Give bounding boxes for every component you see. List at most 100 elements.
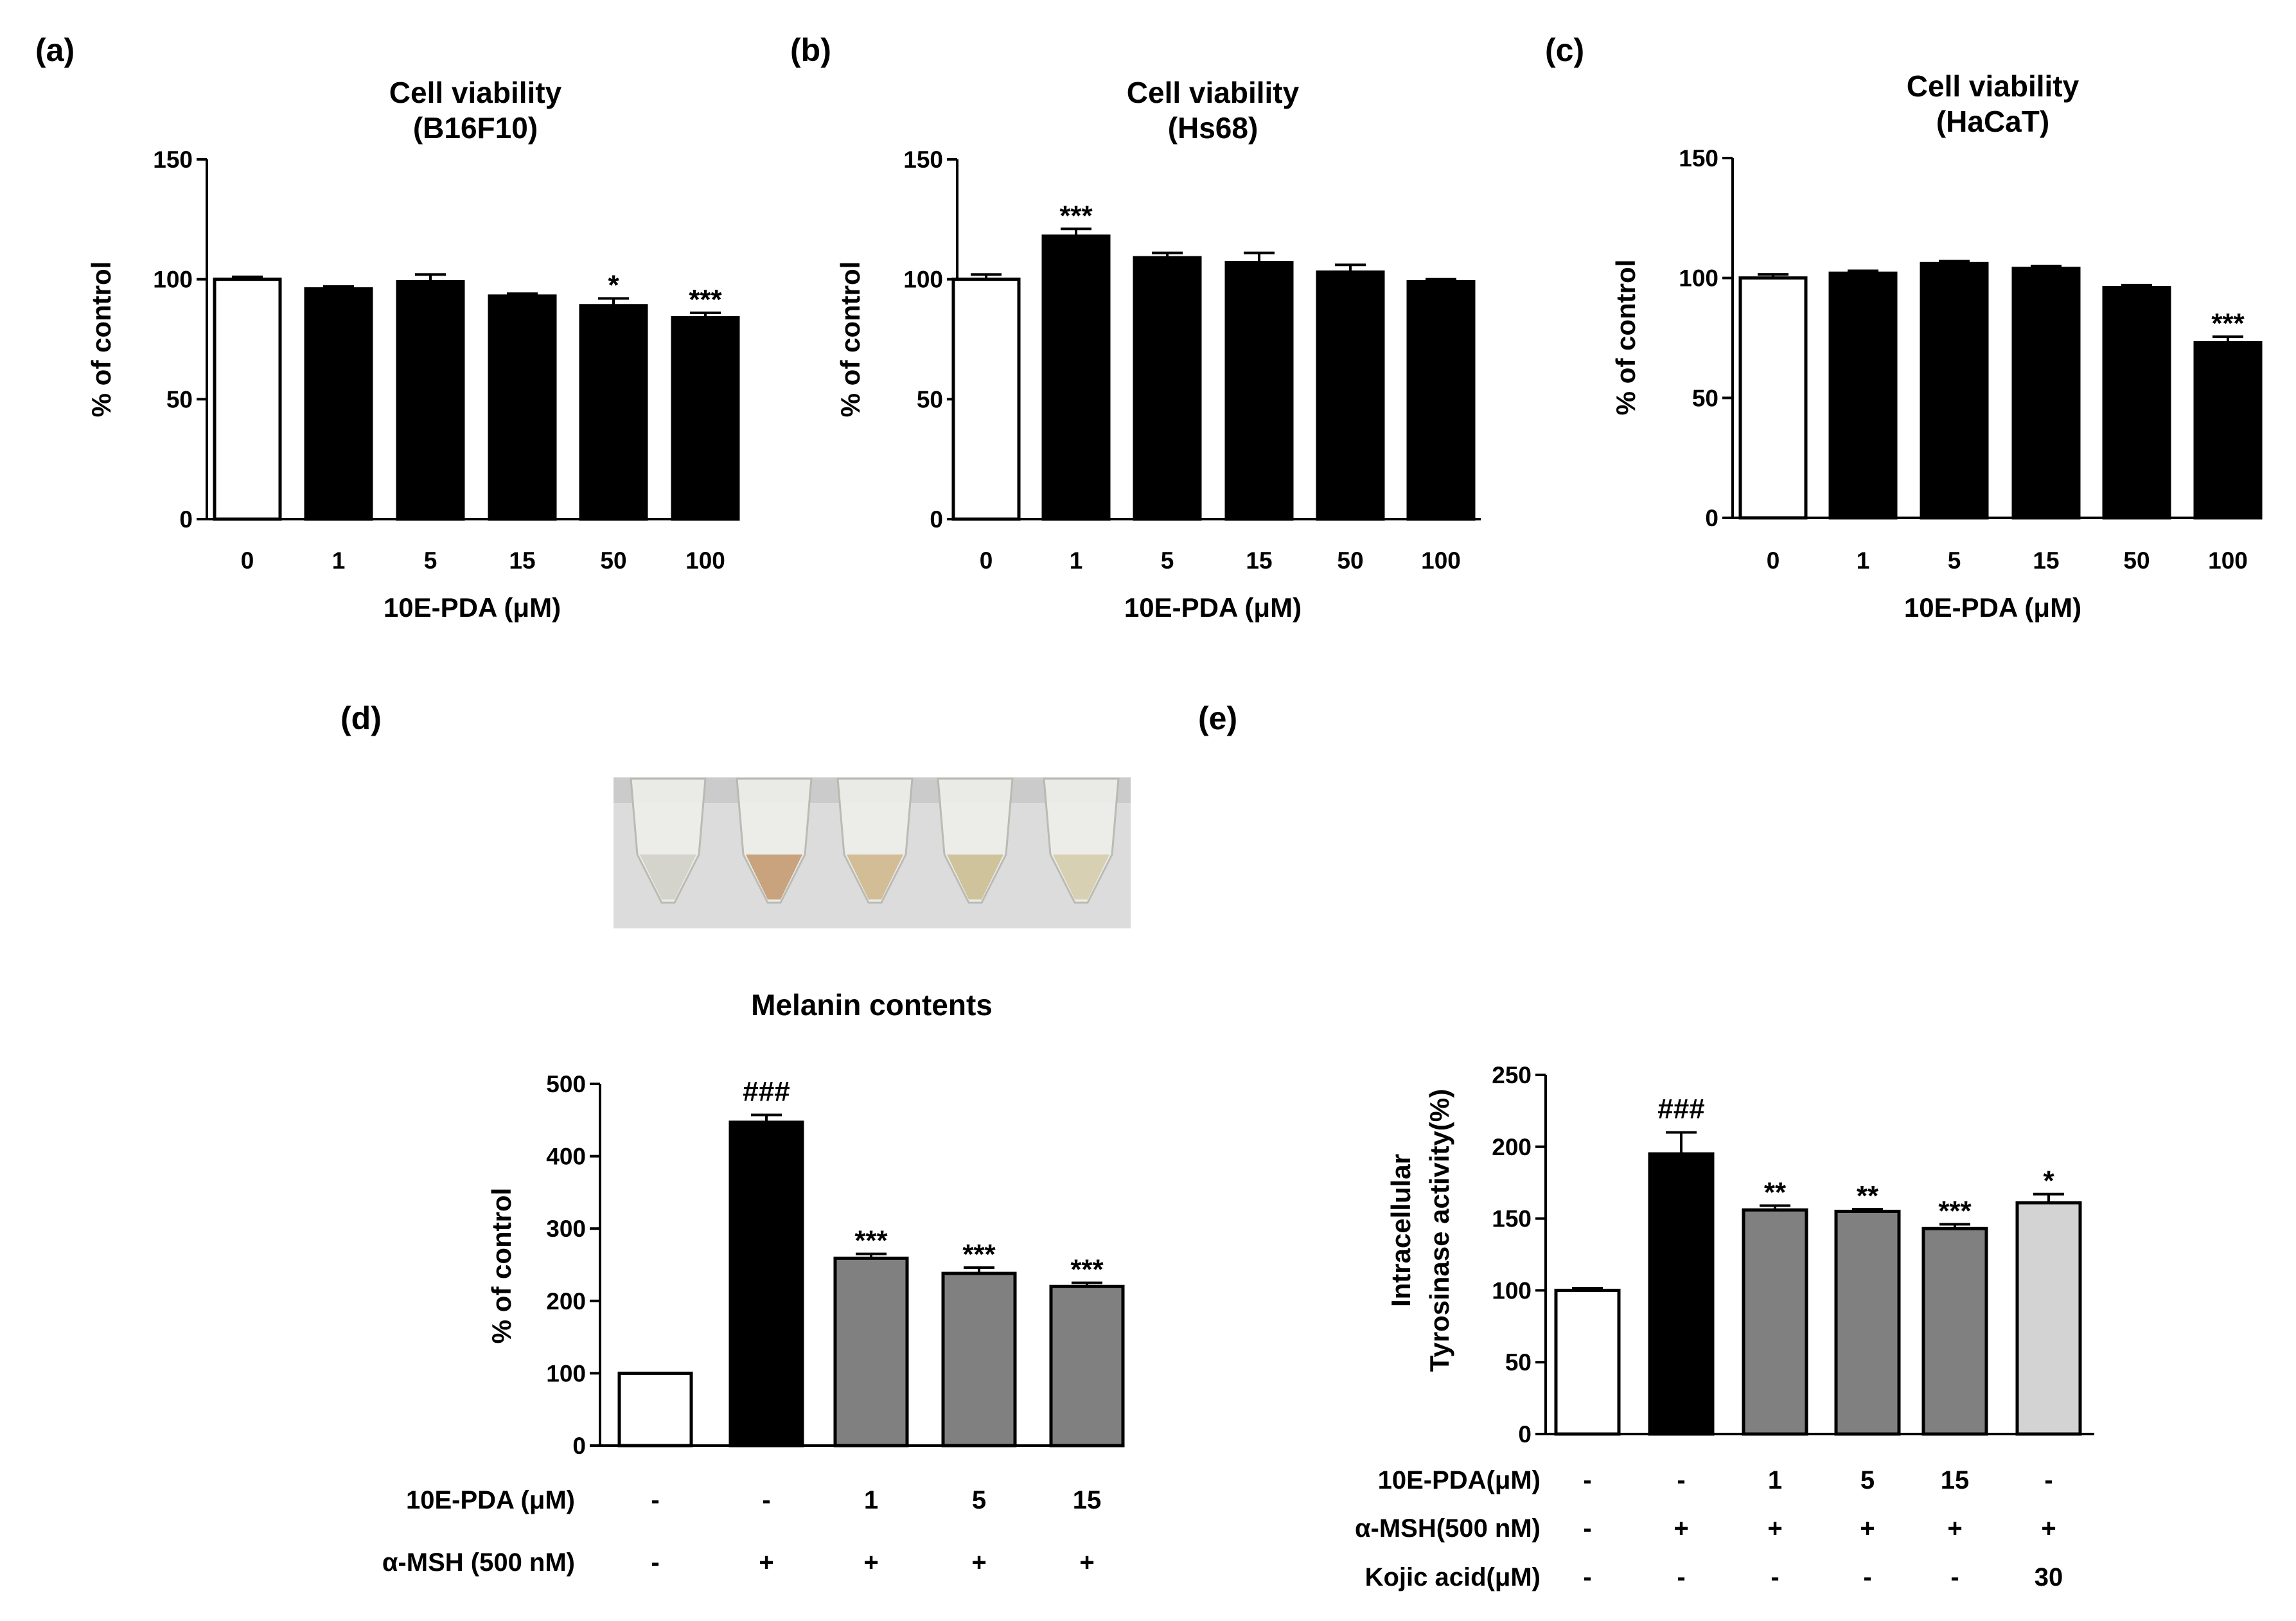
chart-c-ytick-label: 100 (1679, 265, 1718, 292)
chart-d-treatment-cell: - (762, 1486, 770, 1514)
chart-e-treatment-cell: - (1677, 1466, 1685, 1494)
chart-d-row-label-0: 10E-PDA (μM) (406, 1486, 575, 1514)
chart-d-treatment-cell: 15 (1073, 1486, 1102, 1514)
chart-e-treatment-cell: 15 (1941, 1466, 1970, 1494)
chart-a-ytick-label: 50 (166, 386, 193, 412)
chart-b-xtick-label: 5 (1161, 547, 1174, 574)
chart-d-bar (729, 1121, 804, 1448)
chart-e-significance-label: ** (1857, 1180, 1879, 1212)
tube-liquid (947, 855, 1003, 899)
chart-a-subtitle: (B16F10) (413, 111, 538, 145)
chart-a-xlabel: 10E-PDA (μM) (384, 592, 561, 623)
chart-e-ytick-label: 100 (1492, 1277, 1532, 1304)
chart-d-title: Melanin contents (751, 988, 993, 1022)
chart-e-ytick-label: 250 (1492, 1062, 1532, 1088)
chart-a-significance-label: *** (689, 284, 722, 315)
chart-b-bar (1133, 256, 1202, 521)
chart-d-treatment-cell: + (759, 1548, 773, 1577)
chart-c-bar (2193, 341, 2263, 520)
chart-a-bar (304, 287, 373, 521)
chart-b-bar (951, 278, 1021, 521)
chart-e-bar (1554, 1288, 1621, 1436)
chart-c-title: Cell viability (1907, 69, 2080, 103)
chart-a-ytick-label: 100 (153, 267, 193, 293)
chart-c-ytick-label: 150 (1679, 145, 1718, 172)
chart-e-ytick-label: 0 (1518, 1421, 1532, 1448)
chart-c-xtick-label: 15 (2033, 547, 2059, 574)
chart-c-significance-label: *** (2211, 308, 2245, 339)
chart-e-treatment-cell: + (1673, 1514, 1688, 1543)
chart-a-xtick-label: 1 (332, 547, 346, 574)
chart-a-title: Cell viability (389, 76, 562, 109)
chart-c-xtick-label: 5 (1948, 547, 1961, 574)
tube-liquid (746, 855, 802, 899)
chart-e-bar (1834, 1209, 1901, 1436)
chart-d-treatment-cell: 1 (864, 1486, 878, 1514)
chart-d-treatment-cell: - (651, 1548, 659, 1577)
chart-a-bar (579, 304, 648, 521)
chart-a-bar (671, 315, 740, 521)
chart-a: (a) Cell viability (B16F10) % of control… (35, 32, 740, 623)
chart-d-ylabel: % of control (486, 1188, 517, 1344)
chart-b-bar (1316, 270, 1385, 521)
panel-label-a: (a) (35, 32, 75, 68)
chart-b-ylabel: % of control (835, 261, 865, 418)
chart-b-subtitle: (Hs68) (1168, 111, 1258, 145)
chart-d-bar (833, 1256, 909, 1448)
chart-a-bar (488, 294, 557, 521)
chart-e-treatment-cell: - (1863, 1563, 1871, 1591)
chart-d-treatment-cell: + (971, 1548, 986, 1577)
chart-e-treatment-cell: + (1947, 1514, 1962, 1543)
chart-a-xtick-label: 100 (685, 547, 725, 574)
chart-b-xtick-label: 15 (1246, 547, 1272, 574)
chart-b-xtick-label: 100 (1421, 547, 1461, 574)
chart-c-xtick-label: 100 (2208, 547, 2248, 574)
chart-a-xtick-label: 0 (241, 547, 254, 574)
chart-a-xtick-label: 50 (600, 547, 626, 574)
chart-e-treatment-cell: + (1767, 1514, 1782, 1543)
chart-c-bar (2011, 267, 2081, 520)
melanin-tubes-photo (614, 777, 1131, 928)
chart-e-treatment-cell: - (1583, 1466, 1591, 1494)
chart-b-xtick-label: 50 (1337, 547, 1363, 574)
panel-label-e: (e) (1198, 700, 1237, 736)
chart-c-xtick-label: 0 (1767, 547, 1780, 574)
chart-a-xtick-label: 5 (424, 547, 437, 574)
chart-e-bar (1921, 1227, 1988, 1436)
chart-b-significance-label: *** (1059, 200, 1093, 231)
tube-liquid (640, 855, 696, 899)
chart-c-xtick-label: 50 (2123, 547, 2150, 574)
chart-d-treatment-cell: + (863, 1548, 878, 1577)
chart-b-bar (1224, 261, 1294, 521)
chart-a-bar (396, 279, 465, 521)
chart-c-subtitle: (HaCaT) (1936, 105, 2049, 138)
chart-e-significance-label: *** (1938, 1196, 1972, 1227)
chart-b-ytick-label: 0 (930, 506, 943, 533)
chart-e-row-label-2: Kojic acid(μM) (1365, 1563, 1541, 1591)
chart-c-xlabel: 10E-PDA (μM) (1904, 592, 2081, 623)
panel-label-d: (d) (340, 700, 382, 736)
chart-e-bar (2015, 1201, 2082, 1436)
chart-c-ylabel: % of control (1611, 260, 1641, 416)
tube-liquid (847, 855, 903, 899)
chart-b-xtick-label: 1 (1070, 547, 1083, 574)
chart-c-ytick-label: 50 (1692, 385, 1718, 411)
chart-c-bar (2102, 286, 2171, 520)
chart-e-ytick-label: 150 (1492, 1206, 1532, 1232)
chart-c-ytick-label: 0 (1705, 505, 1718, 531)
chart-d-ytick-label: 0 (572, 1433, 586, 1459)
chart-e-significance-label: ** (1764, 1176, 1787, 1208)
chart-a-bar (213, 278, 282, 521)
chart-b-bar (1041, 234, 1111, 521)
chart-b-ytick-label: 150 (903, 146, 943, 173)
chart-c-xtick-label: 1 (1857, 547, 1870, 574)
chart-e-treatment-cell: - (2044, 1466, 2053, 1494)
panel-label-b: (b) (790, 32, 831, 68)
chart-e-bar (1742, 1208, 1808, 1436)
chart-d-ytick-label: 100 (546, 1360, 586, 1386)
chart-d-significance-label: *** (1070, 1254, 1104, 1286)
chart-e-significance-label: ### (1657, 1093, 1704, 1124)
chart-d-significance-label: *** (854, 1225, 888, 1257)
chart-e-treatment-cell: + (2041, 1514, 2056, 1543)
chart-e-treatment-cell: - (1771, 1563, 1779, 1591)
